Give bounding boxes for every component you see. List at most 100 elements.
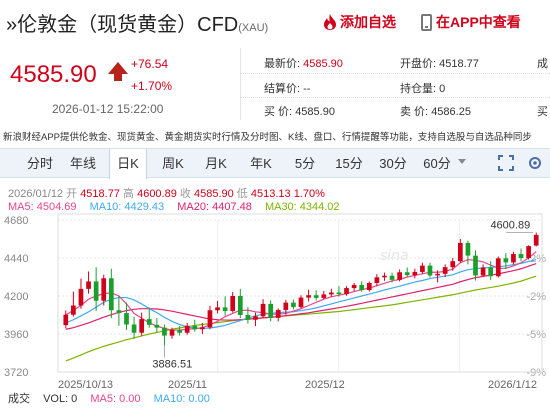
pct-tick-label: -2% <box>526 291 546 303</box>
candle-body <box>511 254 516 263</box>
quote-time: 2026-01-12 15:22:00 <box>52 102 164 116</box>
ma30-label: MA30: 4344.02 <box>264 201 340 213</box>
candle-body <box>420 265 425 272</box>
pct-tick-label: -9% <box>526 367 546 379</box>
add-favorite-button[interactable]: 添加自选 <box>323 12 396 32</box>
low-value: 4513.13 <box>250 188 291 200</box>
ask-price-label: 卖 价: <box>400 106 429 118</box>
y-tick-label: 3960 <box>4 329 28 341</box>
tab-5min[interactable]: 5分 <box>294 156 316 171</box>
period-tabs: 分时 年线 日K 周K 月K 年K 5分 15分 30分 60分 <box>0 148 550 179</box>
high-marker-label: 4600.89 <box>490 220 530 232</box>
chevron-down-icon[interactable] <box>458 159 466 164</box>
expand-icon[interactable] <box>498 155 514 171</box>
candle-body <box>382 275 387 278</box>
tab-60min[interactable]: 60分 <box>423 156 451 171</box>
candle-body <box>124 313 129 325</box>
tab-weekly-k[interactable]: 周K <box>162 156 184 171</box>
tab-15min[interactable]: 15分 <box>335 156 363 171</box>
candle-body <box>321 294 327 298</box>
y-tick-label: 3720 <box>4 367 28 379</box>
candle-body <box>116 310 122 314</box>
candle-body <box>108 278 114 311</box>
ohlc-summary: 2026/01/12 开 4518.77 高 4600.89 收 4585.90… <box>8 185 325 201</box>
candle-body <box>397 272 402 280</box>
open-in-app-button[interactable]: 在APP中查看 <box>421 12 521 32</box>
truncated-label: 成 <box>537 58 548 70</box>
kline-chart[interactable]: 468044404200396037202%-2%-5%-9%sina4600.… <box>0 212 550 390</box>
candle-body <box>465 242 471 256</box>
ma20-line <box>65 262 537 330</box>
open-price-field: 开盘价: 4518.77 <box>400 55 479 71</box>
divider <box>240 48 241 120</box>
candle-body <box>275 309 281 318</box>
candle-body <box>253 316 258 320</box>
candle-body <box>306 295 311 298</box>
tab-monthly-k[interactable]: 月K <box>205 156 227 171</box>
close-value: 4585.90 <box>193 188 234 200</box>
ma5-label: MA5: 4504.69 <box>8 201 77 213</box>
candle-body <box>480 267 486 276</box>
candle-body <box>427 265 433 276</box>
x-tick-label: 2025/11 <box>168 379 207 390</box>
y-tick-label: 4440 <box>4 253 28 265</box>
open-price-label: 开盘价: <box>400 58 437 70</box>
candle-body <box>71 305 76 315</box>
close-label: 收 <box>179 188 191 200</box>
open-label: 开 <box>66 188 78 200</box>
candle-body <box>488 267 494 277</box>
current-price: 4585.90 <box>10 61 97 88</box>
candle-body <box>389 275 395 280</box>
vol-ma10: MA10: 0.00 <box>153 393 210 405</box>
y-tick-label: 4680 <box>4 215 28 227</box>
tab-year-line[interactable]: 年线 <box>69 156 96 171</box>
candle-body <box>283 302 289 310</box>
fire-icon <box>324 14 336 30</box>
candle-body <box>245 315 251 320</box>
candle-body <box>374 277 380 284</box>
candle-body <box>63 314 69 326</box>
plot-border <box>57 213 543 373</box>
candle-body <box>298 297 304 308</box>
candle-body <box>78 288 84 306</box>
divider <box>240 97 550 98</box>
settle-price-field: 结算价: -- <box>264 80 310 96</box>
candle-body <box>450 261 456 268</box>
ma-legend: MA5: 4504.69 MA10: 4429.43 MA20: 4407.48… <box>8 201 350 213</box>
ask-price-value: 4586.25 <box>431 106 471 118</box>
candle-body <box>495 258 501 277</box>
high-label: 高 <box>123 188 135 200</box>
x-tick-label: 2025/12 <box>305 379 345 390</box>
open-price-value: 4518.77 <box>439 58 479 70</box>
tab-minute[interactable]: 分时 <box>26 156 53 171</box>
candle-body <box>412 271 418 276</box>
settle-price-label: 结算价: <box>264 83 301 95</box>
open-interest-value: 0 <box>439 83 446 95</box>
truncated-label: 买 <box>537 106 548 118</box>
truncated-field: 买 <box>537 103 548 119</box>
tab-daily-k[interactable]: 日K <box>109 149 147 179</box>
candle-body <box>184 325 190 333</box>
candle-body <box>154 324 160 328</box>
tab-30min[interactable]: 30分 <box>379 156 407 171</box>
ask-price-field: 卖 价: 4586.25 <box>400 103 471 119</box>
open-value: 4518.77 <box>80 188 120 200</box>
latest-price-label: 最新价: <box>264 58 301 70</box>
candle-body <box>222 307 228 312</box>
tab-yearly-k[interactable]: 年K <box>250 156 272 171</box>
candle-body <box>86 281 91 289</box>
x-tick-label: 2026/1/12 <box>488 379 537 390</box>
app-notice: 新浪财经APP提供伦敦金、现货黄金、黄金期货实时行情及分时图、K线、盘口、行情提… <box>3 132 532 143</box>
open-interest-field: 持仓量: 0 <box>400 80 445 96</box>
latest-price-value: 4585.90 <box>303 58 343 70</box>
title-text: »伦敦金（现货黄金）CFD <box>6 14 239 36</box>
candle-body <box>313 295 319 298</box>
settings-icon[interactable] <box>527 155 543 171</box>
candle-body <box>230 296 236 312</box>
candle-body <box>533 234 539 246</box>
candle-body <box>146 319 152 325</box>
open-in-app-label: 在APP中查看 <box>436 14 521 30</box>
ma10-line <box>65 259 537 330</box>
candle-body <box>351 284 357 289</box>
header: »伦敦金（现货黄金）CFD(XAU) 添加自选 在APP中查看 <box>0 0 550 42</box>
